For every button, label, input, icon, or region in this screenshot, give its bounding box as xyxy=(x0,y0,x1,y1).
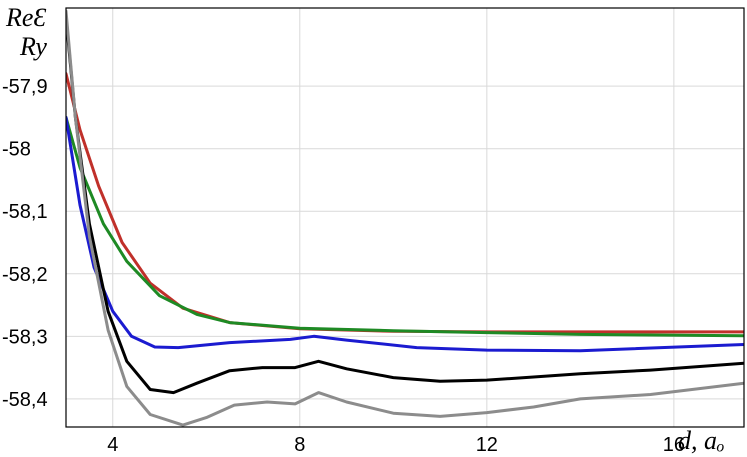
series-line-4 xyxy=(66,15,744,395)
series-line-3 xyxy=(66,115,744,353)
x-tick-label: 4 xyxy=(107,434,118,456)
series-line-1 xyxy=(66,72,744,334)
x-axis-title: d, aₒ xyxy=(678,426,724,455)
grid xyxy=(66,8,744,427)
y-tick-label: -58,2 xyxy=(2,264,48,286)
series-line-2 xyxy=(66,115,744,338)
y-tick-label: -57,9 xyxy=(2,76,48,98)
y-axis-title-line-1: ReƐ xyxy=(5,3,46,32)
y-tick-label: -58,3 xyxy=(2,326,48,348)
y-axis-title-line-2: Ry xyxy=(19,32,47,61)
series-group xyxy=(66,9,744,427)
y-tick-label: -58 xyxy=(2,139,31,161)
plot-frame xyxy=(65,7,745,428)
x-tick-label: 16 xyxy=(663,434,685,456)
tick-labels: -57,9 -58 -58,1 -58,2 -58,3 -58,4 4 8 12 16 xyxy=(2,76,685,456)
y-tick-label: -58,1 xyxy=(2,201,48,223)
x-tick-label: 8 xyxy=(294,434,305,456)
y-tick-label: -58,4 xyxy=(2,389,48,411)
x-tick-label: 12 xyxy=(476,434,498,456)
series-line-5 xyxy=(66,9,744,427)
